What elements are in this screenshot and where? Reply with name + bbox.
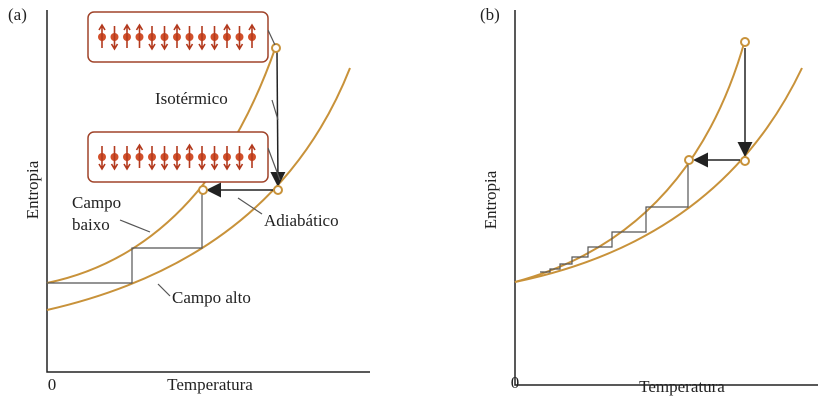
low-field-curve xyxy=(515,40,745,282)
origin-label: 0 xyxy=(48,375,57,394)
origin-label: 0 xyxy=(511,373,520,392)
annotation: Campo alto xyxy=(172,288,251,307)
annotation: baixo xyxy=(72,215,110,234)
axes xyxy=(47,10,370,372)
panel-label: (a) xyxy=(8,5,27,24)
point xyxy=(741,157,749,165)
panel-b: (b) 0 Temperatura Entropia xyxy=(480,5,818,396)
annotation: Adiabático xyxy=(264,211,339,230)
x-axis-label: Temperatura xyxy=(639,377,725,396)
y-axis-label: Entropia xyxy=(481,170,500,229)
point xyxy=(685,156,693,164)
leader xyxy=(268,30,275,45)
annotation: Campo xyxy=(72,193,121,212)
point xyxy=(274,186,282,194)
x-axis-label: Temperatura xyxy=(167,375,253,394)
annotation: Isotérmico xyxy=(155,89,228,108)
high-field-curve xyxy=(515,68,802,282)
y-axis-label: Entropia xyxy=(23,160,42,219)
leader xyxy=(158,284,170,296)
panel-label: (b) xyxy=(480,5,500,24)
staircase xyxy=(540,162,688,272)
point xyxy=(272,44,280,52)
point xyxy=(199,186,207,194)
point xyxy=(741,38,749,46)
diagram: (a) 0 Temperatura Entropia Isotérmico Ad… xyxy=(0,0,818,403)
staircase xyxy=(47,190,202,283)
panel-a: (a) 0 Temperatura Entropia Isotérmico Ad… xyxy=(8,5,370,394)
leader xyxy=(120,220,150,232)
axes xyxy=(515,10,818,385)
